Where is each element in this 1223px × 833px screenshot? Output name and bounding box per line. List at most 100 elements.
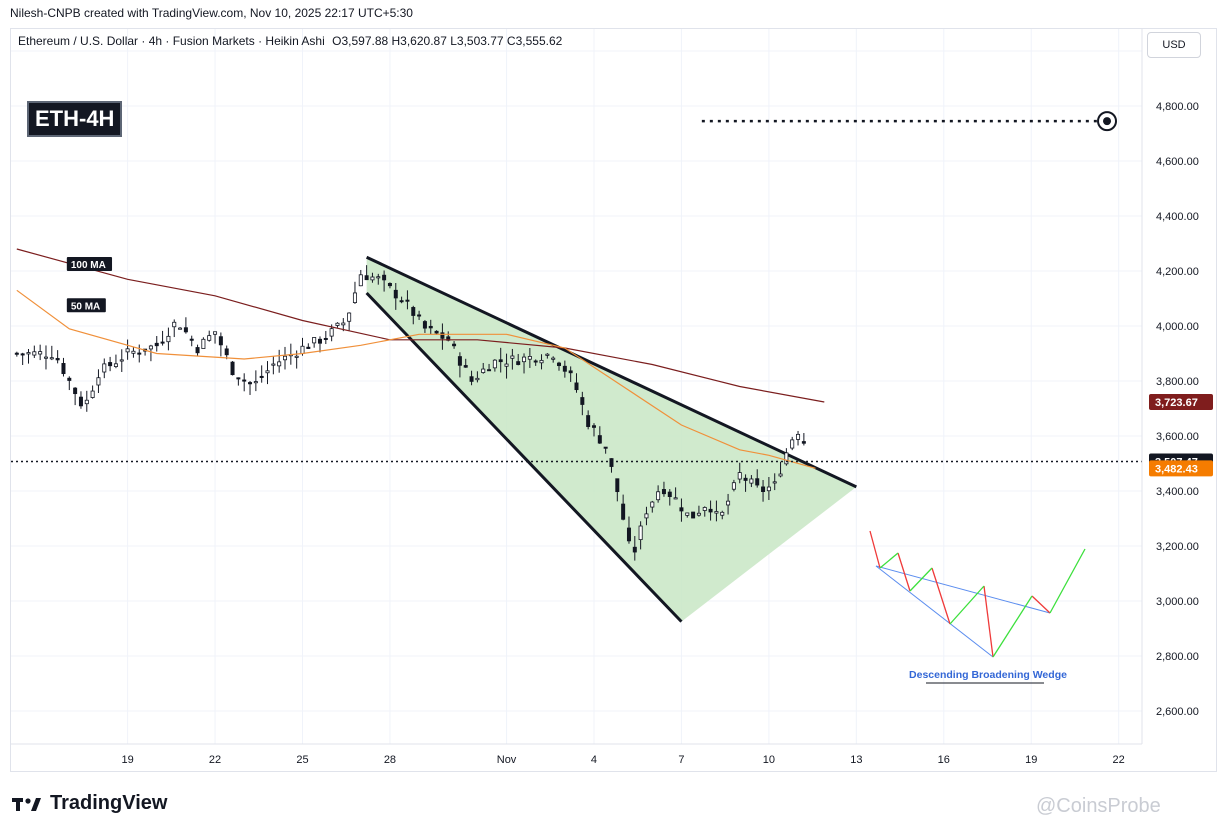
candle bbox=[55, 350, 60, 364]
candle bbox=[277, 349, 282, 373]
candle-body-up bbox=[376, 276, 381, 279]
y-tick-label: 4,600.00 bbox=[1156, 156, 1199, 168]
candle bbox=[166, 327, 171, 351]
candle-body-up bbox=[644, 513, 649, 519]
candle bbox=[317, 336, 322, 353]
candle-body-down bbox=[626, 527, 631, 542]
candle-body-up bbox=[656, 491, 661, 501]
candle bbox=[213, 331, 218, 344]
candle-body-up bbox=[772, 481, 777, 484]
candle-body-down bbox=[422, 321, 427, 329]
candle-body-down bbox=[469, 376, 474, 382]
price-label: 3,482.43 bbox=[1155, 463, 1198, 475]
candle bbox=[679, 498, 684, 522]
candle-body-down bbox=[457, 356, 462, 366]
candle bbox=[772, 473, 777, 491]
candle bbox=[440, 323, 445, 350]
inset-up-leg bbox=[909, 567, 933, 592]
inset-up-leg bbox=[949, 585, 985, 625]
candle-body-down bbox=[487, 369, 492, 372]
candle bbox=[207, 330, 212, 342]
x-tick-label: 4 bbox=[591, 754, 597, 766]
candle-body-up bbox=[358, 274, 363, 287]
candle-body-down bbox=[743, 477, 748, 481]
candle-body-down bbox=[615, 478, 620, 493]
candle bbox=[411, 305, 416, 325]
candle bbox=[14, 351, 19, 357]
x-tick-label: 28 bbox=[384, 754, 396, 766]
candle bbox=[370, 272, 375, 283]
candle bbox=[26, 348, 31, 364]
x-tick-label: 22 bbox=[209, 754, 221, 766]
x-tick-label: 25 bbox=[296, 754, 308, 766]
inset-down-leg bbox=[897, 552, 911, 592]
x-tick-label: 19 bbox=[121, 754, 133, 766]
chart-frame bbox=[10, 28, 1217, 772]
candle-body-down bbox=[382, 274, 387, 281]
tradingview-logo-icon bbox=[12, 797, 41, 811]
target-marker-inner bbox=[1103, 117, 1112, 126]
candle bbox=[323, 330, 328, 345]
candle bbox=[667, 489, 672, 506]
candle bbox=[766, 477, 771, 501]
candle-body-up bbox=[504, 363, 509, 367]
candle-body-up bbox=[96, 377, 101, 386]
candle-body-up bbox=[84, 399, 89, 405]
candle bbox=[312, 337, 317, 348]
candle-body-up bbox=[90, 390, 95, 398]
candle bbox=[749, 475, 754, 488]
candle-body-up bbox=[492, 359, 497, 369]
candle-body-down bbox=[399, 300, 404, 303]
candle bbox=[574, 373, 579, 393]
candle-body-up bbox=[720, 511, 725, 516]
candle bbox=[84, 390, 89, 412]
candle bbox=[626, 516, 631, 544]
candle bbox=[527, 348, 532, 368]
candle bbox=[195, 344, 200, 357]
moving-averages: 100 MA 50 MA bbox=[16, 248, 825, 469]
currency-selector[interactable]: USD bbox=[1147, 32, 1201, 58]
candle-body-down bbox=[411, 307, 416, 316]
candle-body-up bbox=[148, 345, 153, 350]
candle-body-up bbox=[38, 351, 43, 355]
candle bbox=[714, 500, 719, 522]
candle-body-down bbox=[632, 546, 637, 553]
candle-body-down bbox=[761, 486, 766, 493]
candle bbox=[358, 269, 363, 287]
candle bbox=[656, 485, 661, 503]
candle bbox=[148, 344, 153, 362]
candle-body-up bbox=[294, 355, 299, 358]
candle bbox=[638, 521, 643, 550]
inset-down-leg bbox=[1031, 595, 1051, 614]
tradingview-logo[interactable]: TradingView bbox=[12, 792, 167, 815]
candle-body-up bbox=[125, 348, 130, 353]
candle bbox=[67, 376, 72, 391]
candle-body-down bbox=[661, 489, 666, 495]
inset-pattern-label: Descending Broadening Wedge bbox=[909, 669, 1067, 681]
candle bbox=[644, 506, 649, 526]
candle-body-up bbox=[172, 321, 177, 328]
candle bbox=[218, 332, 223, 357]
candle-body-down bbox=[154, 342, 159, 347]
x-tick-label: 22 bbox=[1113, 754, 1125, 766]
candle bbox=[108, 356, 113, 372]
candle-body-up bbox=[539, 359, 544, 364]
candle bbox=[568, 366, 573, 382]
ma100-label: 100 MA bbox=[71, 260, 106, 271]
ma100-line bbox=[16, 248, 825, 403]
wedge-pattern bbox=[365, 255, 857, 623]
candle-body-down bbox=[609, 458, 614, 467]
candle bbox=[533, 359, 538, 366]
candle bbox=[755, 469, 760, 488]
candle-body-down bbox=[224, 348, 229, 356]
candle bbox=[201, 337, 206, 349]
candle-body-down bbox=[55, 358, 60, 361]
candle bbox=[242, 373, 247, 392]
candle-body-up bbox=[335, 322, 340, 326]
candle bbox=[248, 381, 253, 395]
candle bbox=[557, 361, 562, 371]
candle-body-down bbox=[73, 387, 78, 395]
y-tick-label: 3,400.00 bbox=[1156, 486, 1199, 498]
candle-body-up bbox=[166, 335, 171, 343]
